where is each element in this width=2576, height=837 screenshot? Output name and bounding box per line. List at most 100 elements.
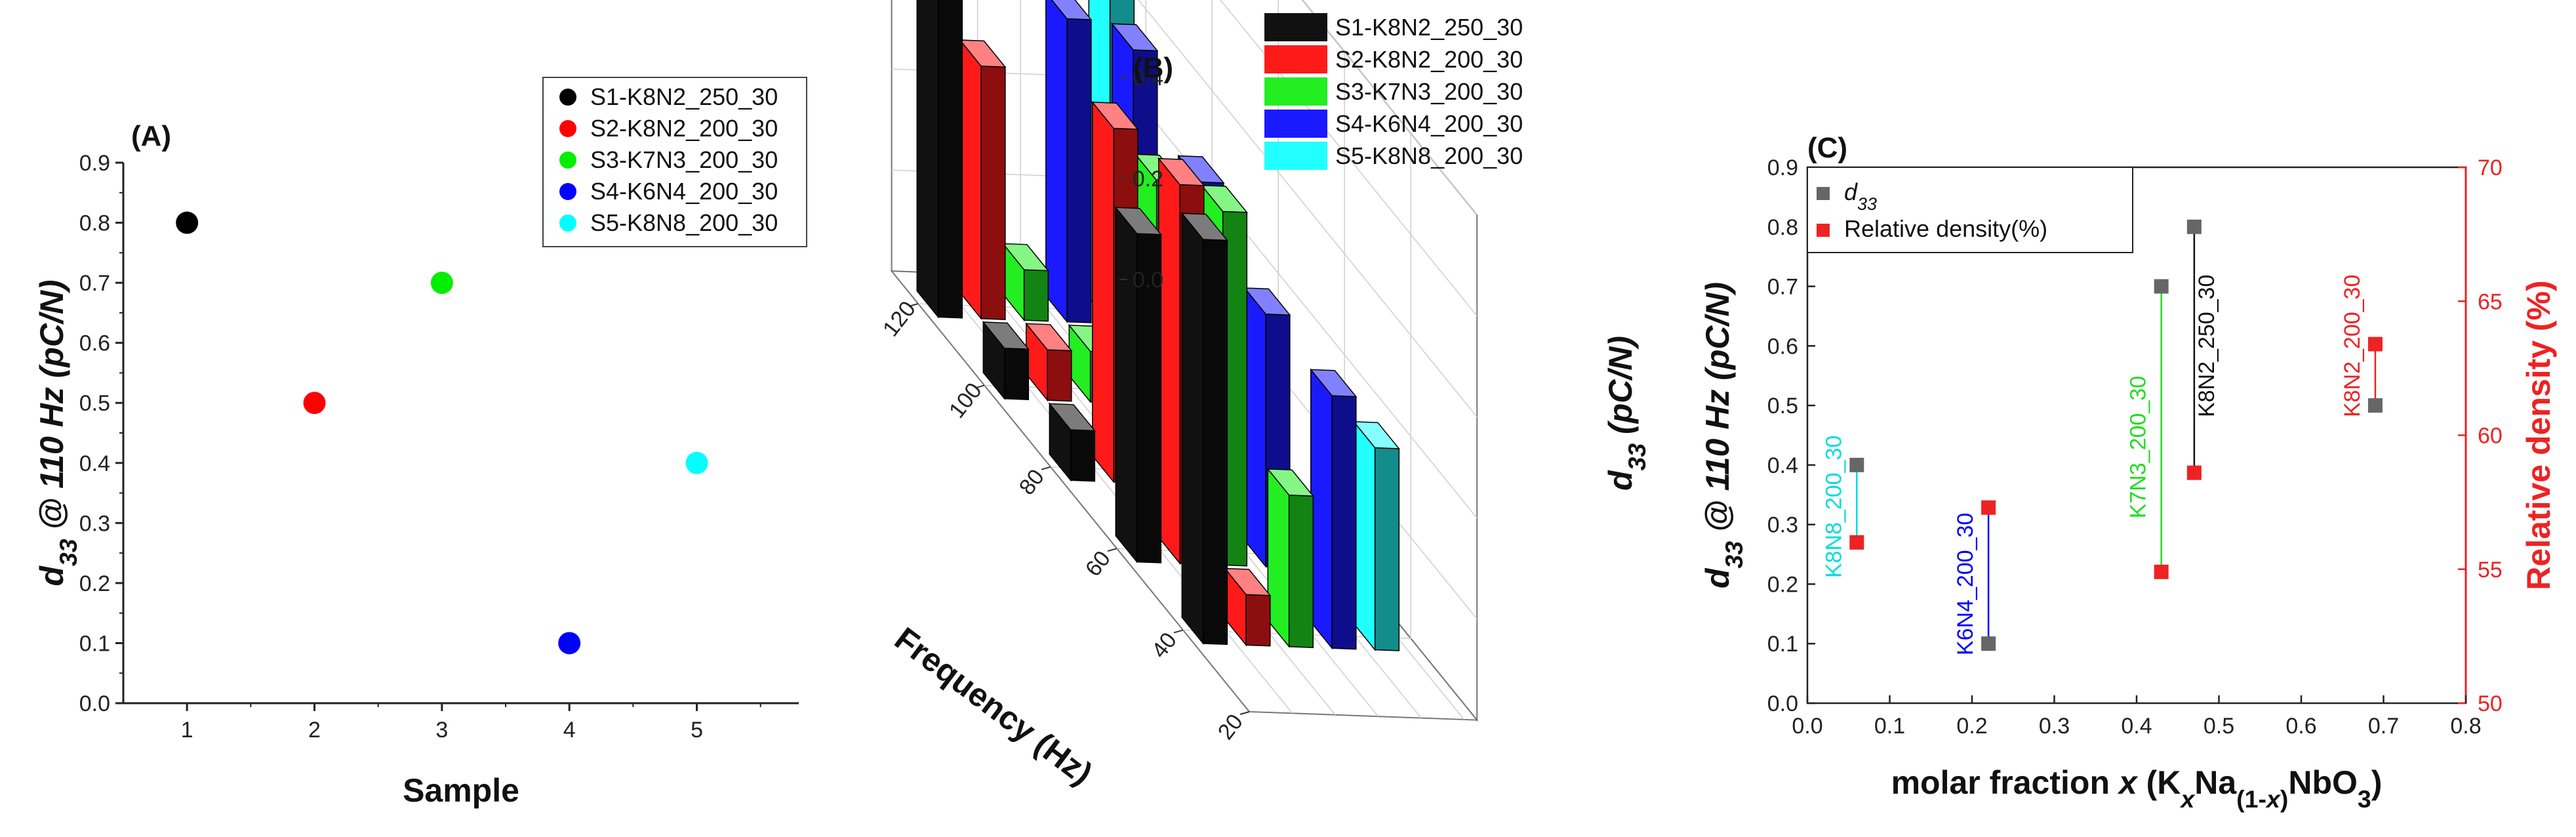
panel-a-legend-marker-3 bbox=[559, 152, 576, 169]
panel-b-bar-front bbox=[1158, 157, 1180, 565]
panel-c-legend bbox=[1807, 167, 2133, 253]
panel-a-point-2 bbox=[303, 392, 326, 415]
panel-b-bar-side bbox=[1070, 429, 1096, 482]
panel-a-legend-marker-4 bbox=[559, 183, 576, 200]
panel-b-bar-top bbox=[1180, 213, 1228, 241]
panel-b-bar-top bbox=[1266, 468, 1314, 497]
panel-c-y-tick-label: 0.8 bbox=[1767, 215, 1798, 240]
panel-b-freq-tick bbox=[1239, 711, 1250, 715]
panel-a-label: (A) bbox=[131, 120, 171, 152]
panel-b-freq-tick bbox=[1173, 629, 1184, 634]
panel-b-legend-label-3: S3-K7N3_200_30 bbox=[1335, 78, 1523, 105]
panel-c-y-tick-label: 0.3 bbox=[1767, 513, 1798, 538]
panel-c-legend-label-1: d33 bbox=[1844, 178, 1877, 214]
panel-b-bar-side bbox=[980, 66, 1006, 320]
panel-a-legend-label-5: S5-K8N8_200_30 bbox=[590, 209, 778, 236]
panel-a-y-tick-label: 0.9 bbox=[79, 151, 110, 176]
panel-c-annotation-4: K8N2_250_30 bbox=[2194, 275, 2219, 417]
panel-a-x-tick-label: 2 bbox=[308, 718, 321, 743]
panel-a-y-tick-label: 0.1 bbox=[79, 631, 110, 656]
panel-b-freq-tick bbox=[975, 384, 985, 389]
panel-c-y2-tick-label: 65 bbox=[2478, 289, 2503, 314]
panel-c-x-tick-label: 0.5 bbox=[2204, 714, 2234, 739]
panel-b-z-tick-label: 0.4 bbox=[1133, 66, 1163, 91]
panel-b-bar-top bbox=[1111, 23, 1159, 52]
panel-b-bar-5-40 bbox=[1352, 420, 1400, 651]
panel-c-x-tick-label: 0.8 bbox=[2450, 714, 2481, 739]
panel-c-y-tick-label: 0.0 bbox=[1767, 691, 1798, 716]
panel-c-y2-tick-label: 60 bbox=[2478, 424, 2503, 449]
panel-b-bar-front bbox=[1181, 212, 1204, 645]
panel-c-x-tick-label: 0.4 bbox=[2121, 714, 2152, 739]
panel-b-bar-side bbox=[937, 0, 963, 319]
panel-c-x-tick-label: 0.1 bbox=[1874, 714, 1905, 739]
panel-a-y-tick-label: 0.5 bbox=[79, 391, 110, 416]
panel-a-y-tick-label: 0.8 bbox=[79, 211, 110, 236]
panel-b-freq-tick-label: 20 bbox=[1213, 710, 1248, 745]
panel-b-bar-front bbox=[1045, 0, 1068, 323]
panel-a-y-tick-label: 0.2 bbox=[79, 571, 110, 596]
panel-c-d33-point-5 bbox=[2367, 398, 2383, 413]
panel-a-point-5 bbox=[685, 451, 708, 474]
panel-b-freq-tick-label: 40 bbox=[1147, 628, 1182, 663]
panel-a-point-1 bbox=[176, 211, 199, 234]
panel-a-y-tick-label: 0.3 bbox=[79, 511, 110, 536]
panel-c-x-tick-label: 0.0 bbox=[1792, 714, 1822, 739]
panel-b-bar-top bbox=[1091, 101, 1139, 130]
panel-c-y-title: d33 @ 110 Hz (pC/N) bbox=[1699, 282, 1748, 588]
panel-b-bar-2-100 bbox=[1025, 322, 1073, 402]
panel-a-x-tick-label: 1 bbox=[181, 718, 193, 743]
panel-b-bar-top bbox=[1001, 243, 1049, 272]
panel-c-y-tick-label: 0.5 bbox=[1767, 394, 1798, 418]
panel-b-bar-1-60 bbox=[1114, 206, 1162, 563]
panel-c-y-tick-label: 0.7 bbox=[1767, 275, 1798, 300]
panel-b-bar-front bbox=[1353, 420, 1376, 651]
panel-b-bar-4-120 bbox=[1045, 0, 1093, 323]
panel-b-z-tick-label: 0.0 bbox=[1133, 268, 1163, 293]
panel-b-freq-tick bbox=[908, 303, 919, 307]
panel-a-legend bbox=[542, 77, 807, 247]
panel-c-chart: 0.0 0.1 0.2 0.3 0.4 0.5 0.6 0.7 0.8 0.9 50 55 60 65 70… bbox=[1699, 132, 2557, 813]
panel-b-bar-top bbox=[1224, 567, 1272, 596]
panel-b-grid-line bbox=[1302, 0, 1478, 216]
panel-c-legend-marker-2 bbox=[1817, 224, 1830, 237]
panel-b-legend-label-5: S5-K8N8_200_30 bbox=[1335, 142, 1523, 169]
panel-b-legend-swatch-1 bbox=[1264, 13, 1327, 41]
panel-b-z-tick-label: 0.2 bbox=[1133, 167, 1163, 192]
panel-b-bar-side bbox=[1245, 594, 1271, 647]
panel-b-grid-line bbox=[1220, 0, 1478, 317]
panel-b-legend-swatch-2 bbox=[1264, 45, 1327, 73]
panel-b-bar-front bbox=[1244, 286, 1266, 568]
panel-c-label: (C) bbox=[1807, 132, 1847, 164]
panel-b-bar-top bbox=[982, 321, 1030, 350]
panel-a-x-tick-label: 4 bbox=[563, 718, 576, 743]
panel-c-y-tick-label: 0.9 bbox=[1767, 155, 1798, 180]
panel-c-annotation-1: K8N8_200_30 bbox=[1821, 436, 1846, 578]
panel-b-bar-top bbox=[1114, 207, 1162, 235]
panel-b-freq-tick-label: 80 bbox=[1015, 464, 1049, 499]
panel-c-y2-tick-label: 70 bbox=[2478, 155, 2503, 180]
panel-a-legend-label-1: S1-K8N2_250_30 bbox=[590, 83, 778, 110]
panel-b-freq-tick bbox=[1107, 548, 1117, 552]
panel-a-legend-marker-5 bbox=[559, 214, 576, 232]
panel-b-bar-front bbox=[1267, 467, 1290, 648]
panel-b-bar-front bbox=[959, 38, 982, 320]
panel-b-bar-side bbox=[1331, 395, 1357, 650]
panel-b-legend-label-4: S4-K6N4_200_30 bbox=[1335, 110, 1523, 137]
panel-b-z-title: d33 (pC/N) bbox=[1602, 336, 1651, 491]
panel-c-x-tick-label: 0.3 bbox=[2039, 714, 2070, 739]
panel-a-y-tick-label: 0.7 bbox=[79, 271, 110, 296]
panel-c-y-tick-label: 0.6 bbox=[1767, 334, 1798, 359]
panel-b-bar-top bbox=[1352, 420, 1400, 449]
panel-a-legend-label-2: S2-K8N2_200_30 bbox=[590, 115, 778, 142]
panel-a-y-title: d33 @ 110 Hz (pC/N) bbox=[33, 279, 82, 586]
panel-b-bar-side bbox=[1003, 348, 1030, 400]
panel-b-legend-swatch-5 bbox=[1264, 142, 1327, 170]
panel-a-y-tick-label: 0.4 bbox=[79, 451, 110, 476]
panel-b-bar-1-80 bbox=[1048, 402, 1096, 482]
panel-b-bar-2-120 bbox=[959, 38, 1007, 320]
panel-c-x-tick-label: 0.2 bbox=[1956, 714, 1987, 739]
panel-c-annotation-3: K7N3_200_30 bbox=[2126, 376, 2151, 518]
panel-b-bar-1-100 bbox=[982, 320, 1030, 400]
